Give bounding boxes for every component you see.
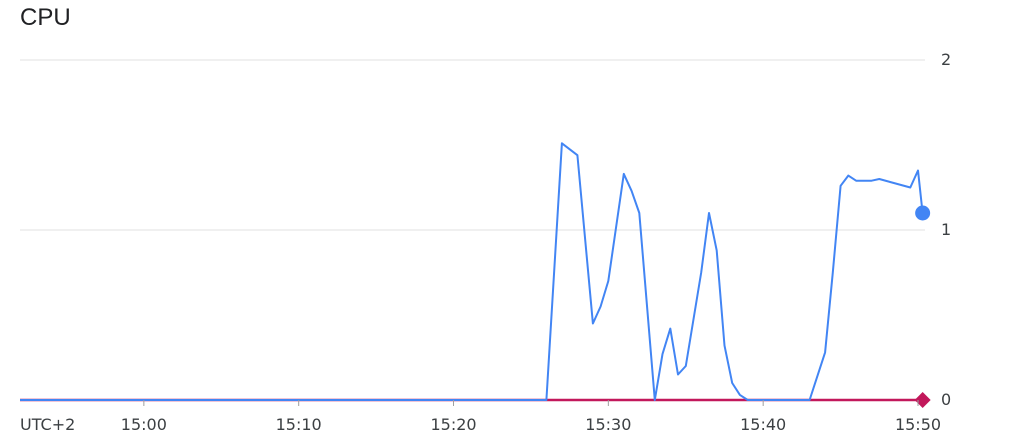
- series-end-marker-circle: [915, 205, 931, 221]
- x-tick-label: 15:10: [276, 415, 322, 434]
- x-tick-label: 15:30: [585, 415, 631, 434]
- x-tick-labels: UTC+2 15:00 15:10 15:20 15:30 15:40 15:50: [20, 400, 941, 434]
- series-lines: [20, 142, 924, 402]
- x-tick-label: 15:20: [430, 415, 476, 434]
- x-tick-label: 15:40: [740, 415, 786, 434]
- gridlines: [20, 59, 925, 401]
- series-end-markers: [914, 205, 931, 408]
- y-tick-label: 0: [941, 390, 951, 409]
- y-tick-label: 1: [941, 220, 951, 239]
- chart-title: CPU: [20, 4, 71, 31]
- timezone-label: UTC+2: [20, 415, 75, 434]
- x-tick-label: 15:00: [121, 415, 167, 434]
- x-tick-label: 15:50: [895, 415, 941, 434]
- series-end-marker-diamond: [914, 392, 931, 408]
- y-tick-label: 2: [941, 50, 951, 69]
- y-tick-labels: 2 1 0: [941, 50, 951, 409]
- series-line-0: [20, 142, 924, 401]
